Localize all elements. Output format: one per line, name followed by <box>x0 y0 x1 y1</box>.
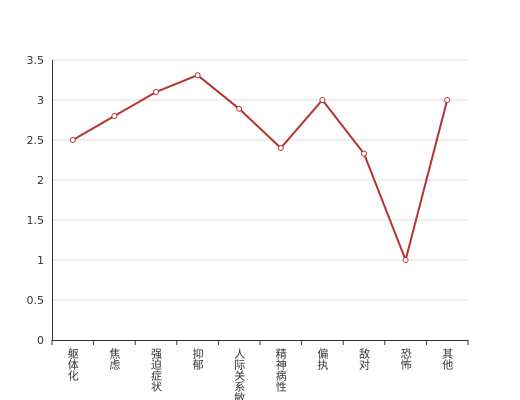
data-line <box>72 74 449 264</box>
x-tick-label: 躯体化 <box>66 348 79 382</box>
x-tick-label: 强迫症状 <box>150 348 163 392</box>
y-tick-label: 1.5 <box>27 214 45 227</box>
data-point <box>69 137 76 143</box>
x-tick-label: 焦虑 <box>108 348 121 370</box>
y-tick-label: 2.5 <box>27 134 45 147</box>
x-tick-label: 其他 <box>441 348 454 370</box>
data-point <box>153 89 159 95</box>
y-tick-label: 3 <box>37 94 44 107</box>
data-point <box>319 97 326 103</box>
x-tick-label: 精神病性 <box>274 348 287 393</box>
x-tick-label: 偏执 <box>316 347 329 371</box>
x-tick-label: 恐怖 <box>399 348 412 370</box>
x-tick-label: 敌对 <box>358 347 371 370</box>
data-point <box>444 97 451 103</box>
x-tick-label: 人际关系敏感 <box>233 348 246 400</box>
data-point <box>361 150 367 157</box>
data-point <box>111 113 118 119</box>
y-tick-label: 2 <box>37 174 44 187</box>
y-tick-label: 0.5 <box>27 294 45 307</box>
data-point <box>277 145 284 151</box>
data-point <box>236 105 243 112</box>
data-point <box>402 257 409 263</box>
x-tick-label: 抑郁 <box>191 347 204 370</box>
y-tick-label: 1 <box>37 254 44 267</box>
y-tick-label: 3.5 <box>27 54 45 67</box>
y-tick-label: 0 <box>37 334 44 347</box>
data-point <box>194 72 201 79</box>
